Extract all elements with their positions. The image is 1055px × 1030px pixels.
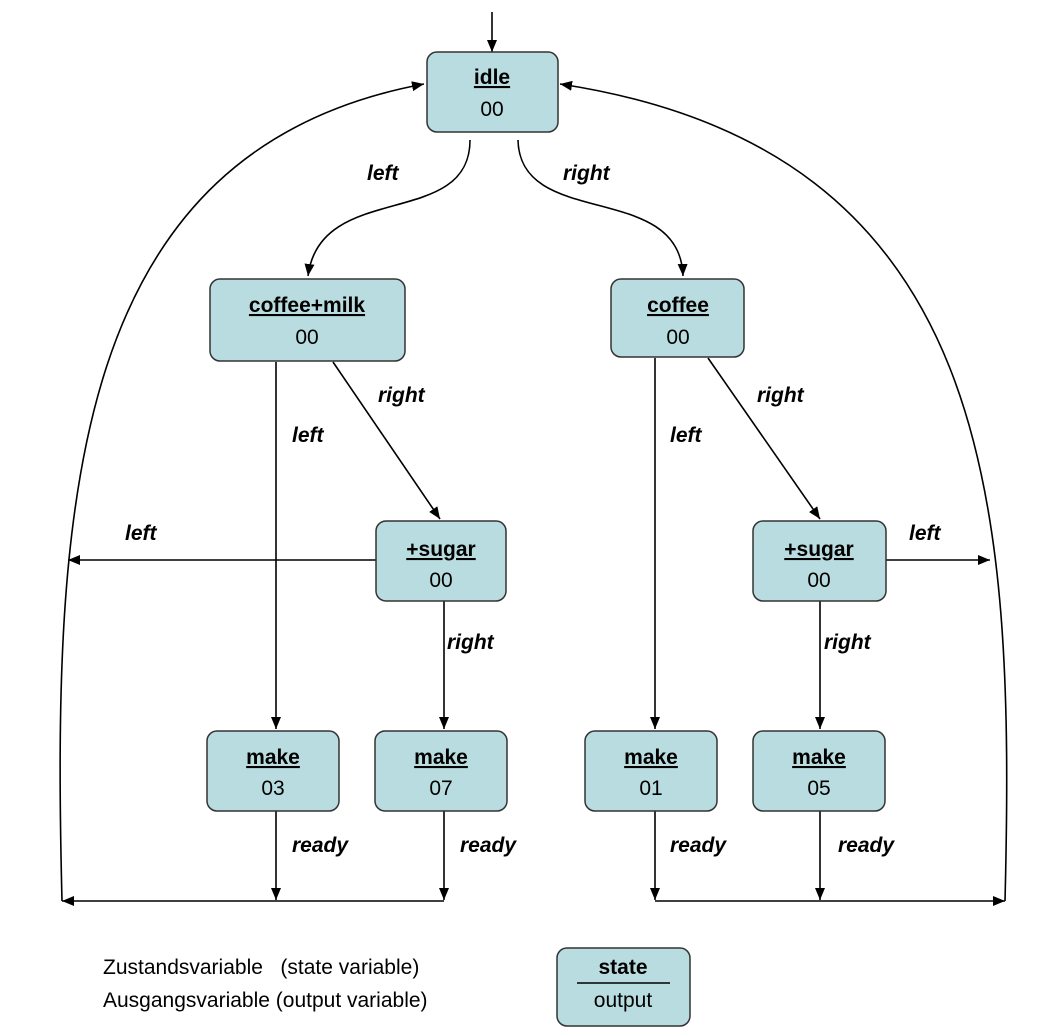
label-make-07-ready: ready	[460, 834, 517, 857]
state-make-07: make 07	[374, 730, 508, 812]
legend-box-output: output	[594, 989, 653, 1012]
state-sugar-right: +sugar 00	[752, 520, 887, 602]
legend-box-state: state	[598, 956, 647, 979]
return-arc-left	[59, 81, 425, 902]
legend-output-variable-text: Ausgangsvariable (output variable)	[103, 989, 428, 1012]
edge-coffee-milk-to-sugar	[332, 361, 441, 520]
label-coffee-left: left	[670, 424, 703, 447]
state-idle: idle 00	[426, 51, 559, 133]
label-idle-left: left	[367, 162, 400, 185]
label-make-03-ready: ready	[292, 834, 349, 857]
state-sugar-right-name: +sugar	[784, 538, 853, 561]
state-idle-name: idle	[474, 66, 510, 89]
state-make-07-output: 07	[429, 777, 452, 800]
state-coffee-output: 00	[666, 326, 689, 349]
state-make-05-output: 05	[807, 777, 830, 800]
legend-box	[556, 947, 691, 1027]
state-sugar-left-output: 00	[429, 569, 452, 592]
state-idle-output: 00	[480, 98, 503, 121]
label-sugar-left-right: right	[447, 631, 495, 654]
state-make-03-name: make	[246, 746, 300, 769]
state-coffee-milk-name: coffee+milk	[249, 294, 365, 317]
label-idle-right: right	[563, 162, 611, 185]
label-make-01-ready: ready	[670, 834, 727, 857]
edge-idle-to-coffee-milk	[304, 139, 471, 277]
label-sugar-left-back: left	[125, 522, 158, 545]
state-sugar-left: +sugar 00	[375, 520, 507, 602]
state-make-03-output: 03	[261, 777, 284, 800]
legend: Zustandsvariable (state variable) Ausgan…	[103, 947, 691, 1027]
state-make-07-name: make	[414, 746, 468, 769]
label-sugar-right-back: left	[909, 522, 942, 545]
state-make-05: make 05	[752, 730, 886, 812]
label-make-05-ready: ready	[838, 834, 895, 857]
state-coffee-milk: coffee+milk 00	[209, 278, 406, 362]
state-make-01-output: 01	[639, 777, 662, 800]
state-make-01-name: make	[624, 746, 678, 769]
state-coffee: coffee 00	[610, 278, 745, 358]
label-sugar-right-right: right	[824, 631, 872, 654]
legend-state-variable-text: Zustandsvariable (state variable)	[103, 956, 419, 979]
state-make-05-name: make	[792, 746, 846, 769]
state-sugar-left-name: +sugar	[406, 538, 475, 561]
state-sugar-right-output: 00	[807, 569, 830, 592]
label-coffee-milk-left: left	[292, 424, 325, 447]
edge-idle-to-coffee	[517, 139, 688, 277]
return-arc-right	[559, 80, 1008, 902]
edge-coffee-to-sugar	[707, 357, 821, 520]
label-coffee-right: right	[757, 384, 805, 407]
state-make-01: make 01	[584, 730, 718, 812]
state-coffee-name: coffee	[647, 294, 709, 317]
state-make-03: make 03	[206, 730, 340, 812]
state-coffee-milk-output: 00	[295, 326, 318, 349]
label-coffee-milk-right: right	[378, 384, 426, 407]
